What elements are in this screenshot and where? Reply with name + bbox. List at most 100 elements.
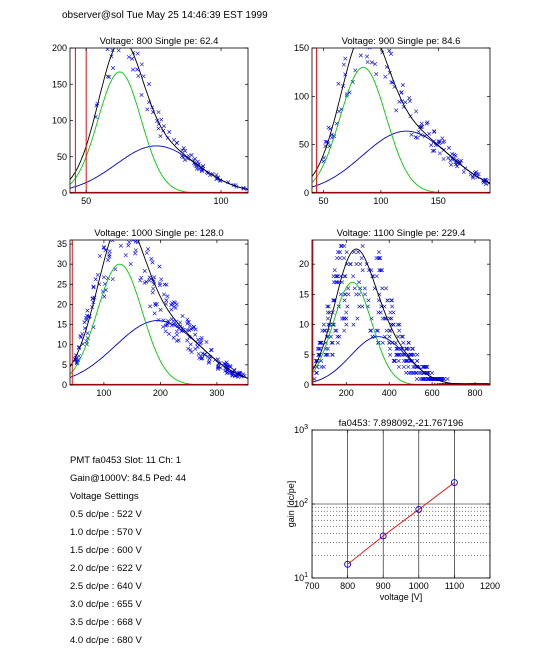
data-point [351,322,356,327]
data-point [387,328,392,333]
x-tick-label: 100 [214,196,229,206]
data-point [392,358,397,363]
y-tick-label: 15 [57,320,67,330]
gain-info: Gain@1000V: 84.5 Ped: 44 [70,473,186,484]
data-point [126,54,131,59]
data-point [364,220,368,224]
data-point [109,194,113,198]
data-point [218,365,223,370]
data-point [116,212,120,216]
data-point [150,290,155,295]
data-point [356,292,362,297]
data-point [338,256,343,261]
data-point [101,275,106,280]
data-point [354,292,359,297]
data-point [332,268,337,273]
data-point [153,301,158,306]
data-point [375,328,380,333]
data-point [397,322,402,327]
data-point [193,332,198,337]
data-point [224,360,229,365]
data-point [147,275,152,280]
data-point [405,346,410,351]
data-point [318,340,323,345]
data-point [175,141,180,146]
data-point [342,298,347,303]
data-point [189,350,194,355]
plot-area [70,194,248,385]
data-point [123,253,128,258]
data-point [433,382,438,385]
data-point [430,370,435,375]
data-point [394,352,399,357]
total-fit-curve [70,240,248,379]
data-point [379,268,384,273]
y-tick-label: 10 [299,320,309,330]
data-point [329,340,334,345]
data-point [93,277,98,282]
data-point [420,376,425,381]
data-point [457,161,462,166]
data-point [439,376,444,381]
data-point [358,10,362,14]
data-point [91,284,96,289]
data-point [185,338,190,343]
data-point [414,376,419,381]
data-point [344,250,349,255]
data-point [321,322,326,327]
data-point [169,302,174,307]
setting-item: 1.0 dc/pe : 570 V [70,527,142,538]
data-point [107,252,112,257]
y-tick-label: 103 [294,424,308,435]
data-point [413,370,418,375]
data-point [107,249,112,254]
data-point [389,80,394,85]
data-point [377,256,382,261]
data-point [319,340,324,345]
data-point [327,310,332,315]
data-point [149,256,154,261]
data-point [135,51,140,56]
data-point [159,277,164,282]
x-tick-label: 150 [431,196,446,206]
data-point [186,319,191,325]
data-point [459,382,464,385]
total-fit-curve [312,48,490,184]
total-fit-curve [312,248,490,385]
data-point [139,275,144,280]
data-point [342,328,347,333]
y-tick-label: 0 [62,380,67,390]
data-point [411,352,416,357]
data-point [446,145,451,150]
data-point [353,29,357,33]
data-point [403,100,408,105]
data-point [357,280,362,285]
data-point [395,322,400,327]
data-point [145,107,150,112]
data-point [362,286,367,291]
data-point [399,334,404,339]
data-point [470,174,475,179]
data-point [167,129,172,134]
data-point [467,382,472,385]
data-point [158,307,163,312]
gain-point [379,532,387,540]
data-point [180,313,185,318]
data-point [333,328,338,333]
x-tick-label: 50 [318,196,328,206]
data-point [419,370,424,375]
data-point [141,74,146,79]
x-tick-label: 50 [81,196,91,206]
data-point [335,256,340,261]
data-point [164,298,169,303]
data-point [342,244,347,249]
gain-point [450,479,458,486]
x-tick-label: 200 [153,388,168,398]
data-point [334,328,339,333]
data-point [462,382,468,385]
data-point [316,346,321,351]
data-point [348,262,353,267]
data-point [337,250,343,255]
data-point [163,329,168,334]
